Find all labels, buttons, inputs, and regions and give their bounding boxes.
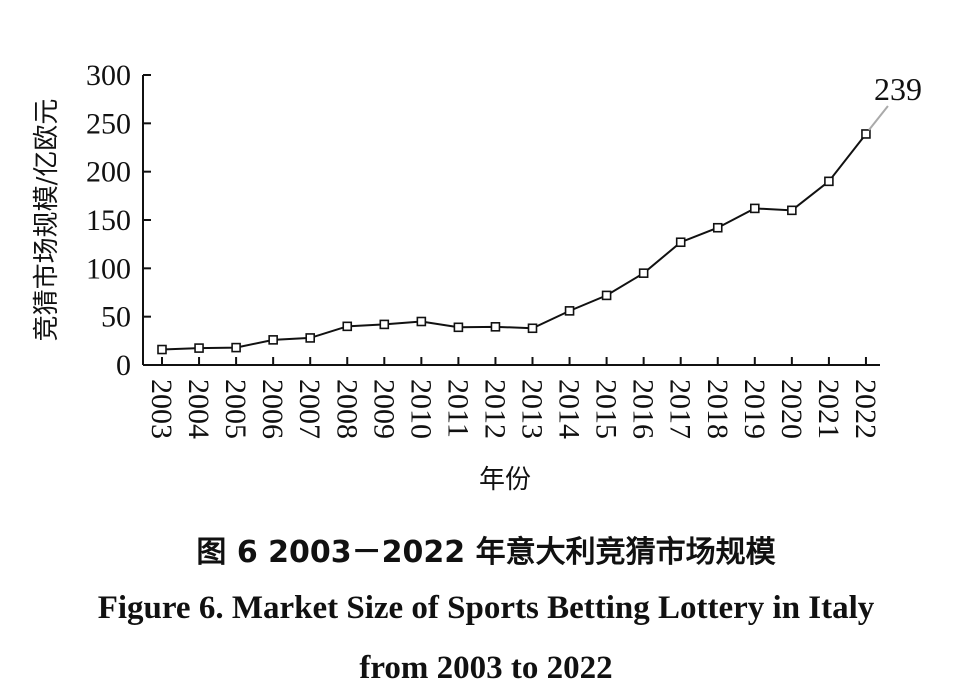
data-point bbox=[638, 268, 649, 278]
x-tick-label: 2015 bbox=[590, 379, 623, 439]
x-tick-label: 2009 bbox=[367, 379, 400, 439]
x-tick-label: 2020 bbox=[775, 379, 808, 439]
y-ticks: 0 50 100 150 200 250 300 bbox=[86, 59, 151, 382]
x-tick-label: 2017 bbox=[664, 379, 697, 439]
data-point bbox=[527, 323, 538, 334]
data-point bbox=[157, 344, 167, 355]
x-tick-label: 2004 bbox=[182, 379, 215, 439]
x-ticks: 2003 2004 2005 2006 2007 2008 2009 2010 2011 2012… bbox=[145, 357, 882, 439]
x-tick-label: 2019 bbox=[738, 379, 771, 439]
series-line bbox=[161, 133, 867, 351]
x-tick-label: 2003 bbox=[145, 379, 178, 439]
x-tick-label: 2018 bbox=[701, 379, 734, 439]
y-tick-label: 300 bbox=[86, 59, 131, 92]
x-tick-label: 2008 bbox=[330, 379, 363, 439]
y-tick-label: 0 bbox=[116, 349, 131, 382]
annotations: 239 bbox=[868, 71, 922, 131]
x-tick-label: 2021 bbox=[812, 379, 845, 439]
y-tick-label: 150 bbox=[86, 204, 131, 237]
figure-caption-chinese: 图 6 2003－2022 年意大利竞猜市场规模 bbox=[196, 535, 776, 570]
data-label: 239 bbox=[874, 71, 922, 107]
data-point bbox=[564, 306, 575, 316]
data-point bbox=[194, 343, 204, 353]
data-point bbox=[861, 129, 871, 139]
data-point bbox=[787, 205, 797, 216]
data-point bbox=[305, 333, 316, 343]
data-point bbox=[490, 322, 501, 332]
x-tick-label: 2011 bbox=[441, 379, 474, 438]
x-tick-label: 2016 bbox=[627, 379, 660, 439]
x-tick-label: 2013 bbox=[516, 379, 549, 439]
data-point bbox=[601, 290, 612, 301]
data-point bbox=[824, 176, 834, 187]
series bbox=[157, 129, 871, 355]
x-axis-title: 年份 bbox=[479, 465, 531, 495]
x-tick-label: 2014 bbox=[553, 379, 586, 439]
data-point bbox=[416, 316, 427, 327]
data-point bbox=[379, 319, 390, 330]
data-point bbox=[342, 321, 353, 332]
x-tick-label: 2022 bbox=[849, 379, 882, 439]
x-tick-label: 2010 bbox=[404, 379, 437, 439]
x-tick-label: 2012 bbox=[478, 379, 511, 439]
annotation-leader-line bbox=[868, 105, 889, 131]
data-point bbox=[268, 335, 278, 345]
data-point bbox=[712, 222, 723, 233]
figure-caption-english-line1: Figure 6. Market Size of Sports Betting … bbox=[97, 590, 875, 626]
x-tick-label: 2005 bbox=[219, 379, 252, 439]
data-point bbox=[231, 342, 241, 353]
data-point bbox=[453, 322, 464, 333]
figure-caption-english-line2: from 2003 to 2022 bbox=[359, 650, 613, 686]
data-point bbox=[749, 203, 760, 214]
y-tick-label: 50 bbox=[101, 301, 131, 334]
axes bbox=[142, 75, 880, 366]
x-tick-label: 2007 bbox=[293, 379, 326, 439]
y-axis-title: 竞猜市场规模/亿欧元 bbox=[32, 99, 62, 342]
x-tick-label: 2006 bbox=[256, 379, 289, 439]
y-tick-label: 200 bbox=[86, 156, 131, 189]
data-point bbox=[675, 237, 686, 248]
y-tick-label: 100 bbox=[86, 252, 131, 285]
y-tick-label: 250 bbox=[86, 107, 131, 140]
